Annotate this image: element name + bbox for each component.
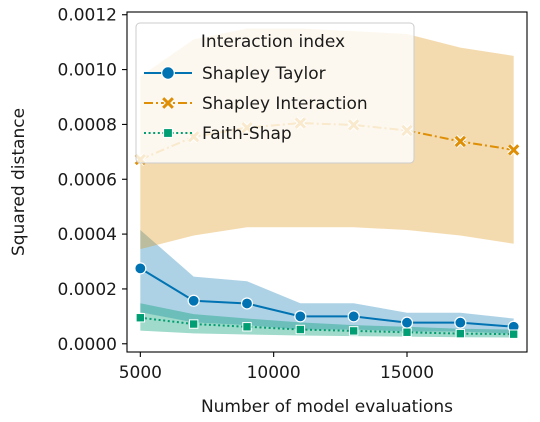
- data-point-0-4: [347, 310, 360, 323]
- data-point-0-6: [454, 316, 467, 329]
- x-tick-label-2: 15000: [380, 363, 434, 383]
- legend-title: Interaction index: [201, 32, 345, 52]
- data-point-2-6: [455, 328, 466, 339]
- confidence-band-2: [140, 303, 514, 338]
- data-point-0-0: [134, 262, 147, 275]
- data-point-2-5: [402, 327, 412, 337]
- data-point-1-7-stroke-b: [508, 144, 520, 156]
- legend-marker-0: [161, 66, 175, 80]
- legend-marker-1: [161, 96, 175, 110]
- data-point-1-6-stroke-b: [454, 135, 466, 148]
- data-point-0-2: [240, 297, 254, 310]
- y-tick-label-5: 0.0010: [58, 61, 117, 81]
- data-point-2-3: [295, 324, 306, 335]
- x-tick-label-1: 10000: [247, 363, 301, 383]
- legend-marker-2: [163, 128, 173, 138]
- y-tick-label-4: 0.0008: [58, 115, 117, 135]
- axes: 5000 10000 15000 0.0000 0.0002 0.0004 0.0006 0.…: [58, 6, 528, 383]
- data-point-2-0: [135, 313, 146, 323]
- series-line-0: [139, 267, 514, 328]
- data-point-0-1: [187, 294, 200, 307]
- confidence-band-0: [140, 229, 514, 334]
- y-tick-label-6: 0.0012: [58, 6, 117, 26]
- plot-frame: [126, 11, 528, 353]
- data-point-2-2: [242, 322, 252, 332]
- y-tick-label-2: 0.0004: [58, 225, 117, 245]
- y-axis-title: Squared distance: [9, 108, 29, 256]
- legend-box: [135, 22, 415, 164]
- y-tick-label-1: 0.0002: [58, 280, 117, 300]
- data-point-1-7: [507, 143, 521, 157]
- y-tick-label-0: 0.0000: [58, 335, 117, 355]
- legend-label-0: Shapley Taylor: [202, 64, 326, 84]
- x-axis-title: Number of model evaluations: [201, 397, 453, 417]
- data-point-2-4: [348, 326, 359, 336]
- legend-label-2: Faith-Shap: [202, 124, 292, 144]
- data-point-1-6: [453, 135, 467, 148]
- y-tick-label-3: 0.0006: [58, 170, 117, 190]
- data-point-0-3: [294, 310, 307, 323]
- data-point-2-1: [188, 319, 199, 329]
- x-tick-label-0: 5000: [119, 363, 162, 383]
- legend: Interaction index Shapley Taylor Shapley I…: [135, 22, 415, 164]
- legend-label-1: Shapley Interaction: [202, 94, 368, 114]
- legend-marker-1-stroke-b: [162, 97, 174, 109]
- data-point-2-7: [508, 329, 519, 339]
- data-point-0-5: [400, 316, 414, 329]
